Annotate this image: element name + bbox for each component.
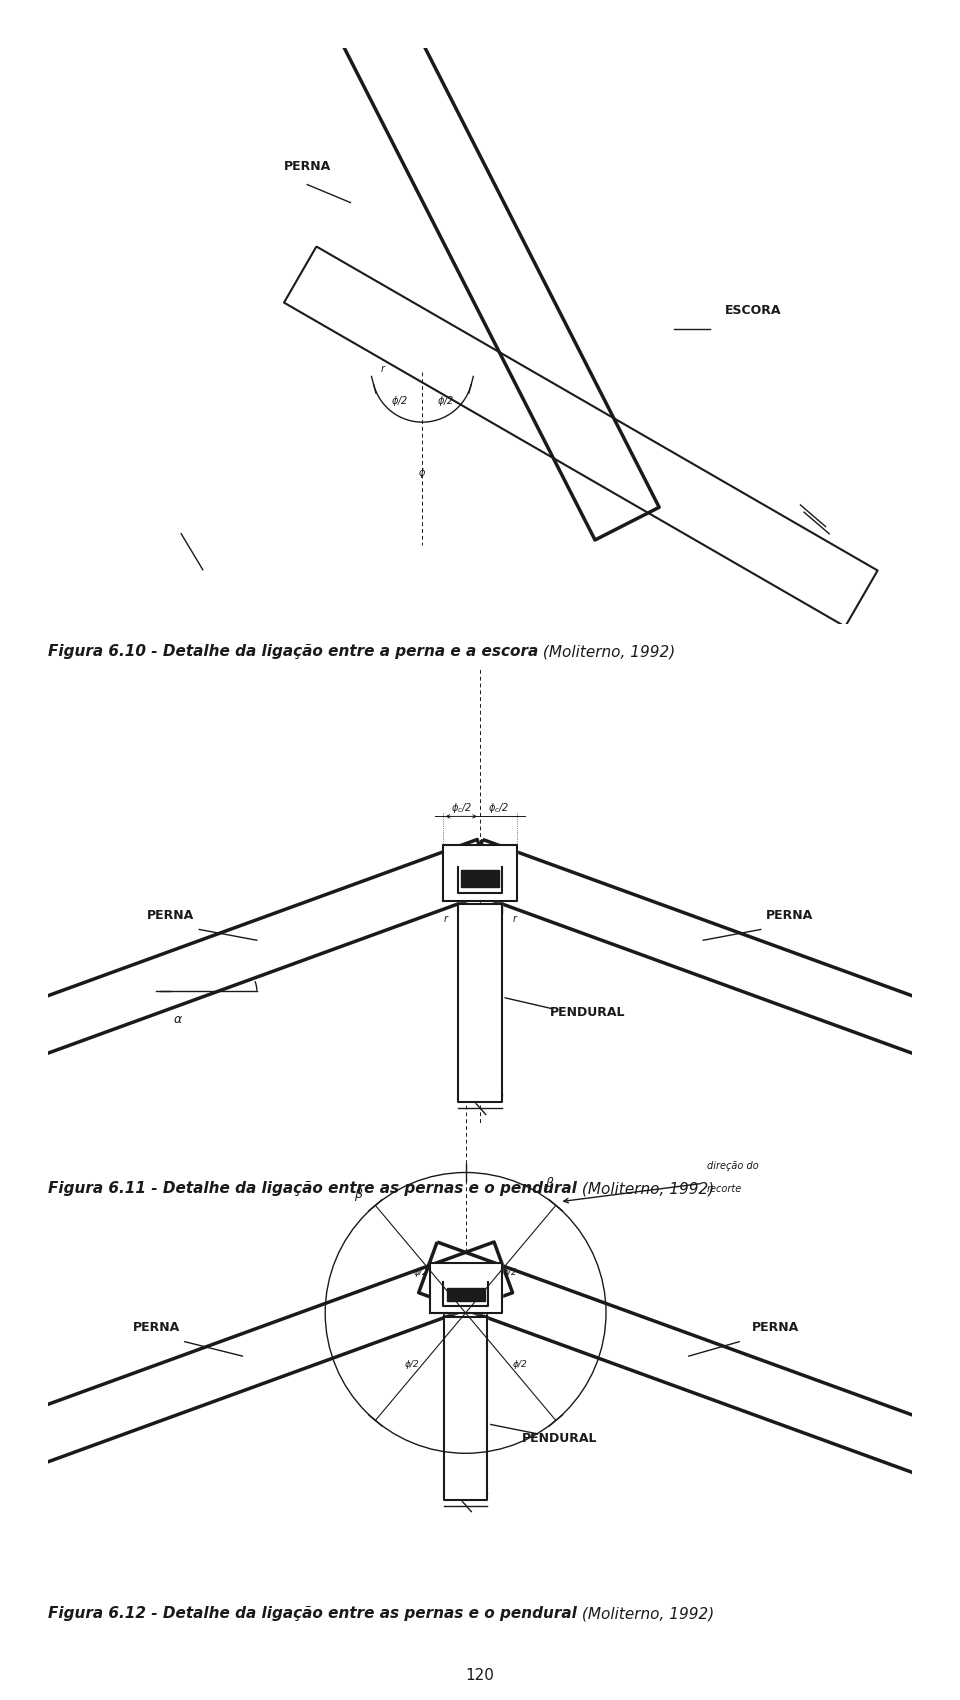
Polygon shape <box>443 845 517 901</box>
Polygon shape <box>284 246 877 627</box>
Text: $\phi_c$/2: $\phi_c$/2 <box>489 801 509 814</box>
Text: $\beta$: $\beta$ <box>544 1175 555 1192</box>
Text: (Moliterno, 1992): (Moliterno, 1992) <box>577 1606 714 1622</box>
Text: $\phi$: $\phi$ <box>419 466 426 479</box>
Text: PERNA: PERNA <box>132 1321 180 1334</box>
Polygon shape <box>4 840 495 1062</box>
Text: PERNA: PERNA <box>147 908 194 921</box>
Bar <box>446 1287 485 1302</box>
Text: $\alpha$: $\alpha$ <box>173 1013 182 1027</box>
Text: (Moliterno, 1992): (Moliterno, 1992) <box>577 1182 714 1197</box>
Text: 120: 120 <box>466 1668 494 1683</box>
Text: direção do: direção do <box>707 1161 758 1171</box>
Polygon shape <box>429 1263 501 1312</box>
Text: $\phi$/2: $\phi$/2 <box>502 1266 518 1280</box>
Text: $\phi$/2: $\phi$/2 <box>391 394 408 408</box>
Text: Figura 6.12 - Detalhe da ligação entre as pernas e o pendural: Figura 6.12 - Detalhe da ligação entre a… <box>48 1606 577 1622</box>
Text: (Moliterno, 1992): (Moliterno, 1992) <box>539 644 676 660</box>
Polygon shape <box>419 1243 945 1477</box>
Text: PENDURAL: PENDURAL <box>550 1006 626 1018</box>
Polygon shape <box>459 904 501 1102</box>
Text: r: r <box>513 915 516 925</box>
Text: r: r <box>444 915 447 925</box>
Text: $\phi_c$/2: $\phi_c$/2 <box>451 801 471 814</box>
Polygon shape <box>300 0 660 541</box>
Text: PERNA: PERNA <box>283 160 331 173</box>
Text: $\beta$: $\beta$ <box>354 1185 364 1202</box>
Polygon shape <box>0 1243 513 1477</box>
Text: $\phi$/2: $\phi$/2 <box>437 394 454 408</box>
Text: r: r <box>381 364 385 374</box>
Text: PERNA: PERNA <box>752 1321 799 1334</box>
Text: PENDURAL: PENDURAL <box>521 1433 597 1445</box>
Text: $\phi$/2: $\phi$/2 <box>403 1358 420 1370</box>
Text: $\phi$/2: $\phi$/2 <box>512 1358 528 1370</box>
Text: Figura 6.10 - Detalhe da ligação entre a perna e a escora: Figura 6.10 - Detalhe da ligação entre a… <box>48 644 539 660</box>
Text: recorte: recorte <box>707 1183 742 1193</box>
Bar <box>461 870 499 887</box>
Polygon shape <box>465 840 956 1062</box>
Text: PERNA: PERNA <box>766 908 813 921</box>
Text: $\phi$/2: $\phi$/2 <box>413 1266 429 1280</box>
Text: ESCORA: ESCORA <box>726 304 781 318</box>
Polygon shape <box>444 1316 487 1499</box>
Text: Figura 6.11 - Detalhe da ligação entre as pernas e o pendural: Figura 6.11 - Detalhe da ligação entre a… <box>48 1182 577 1197</box>
